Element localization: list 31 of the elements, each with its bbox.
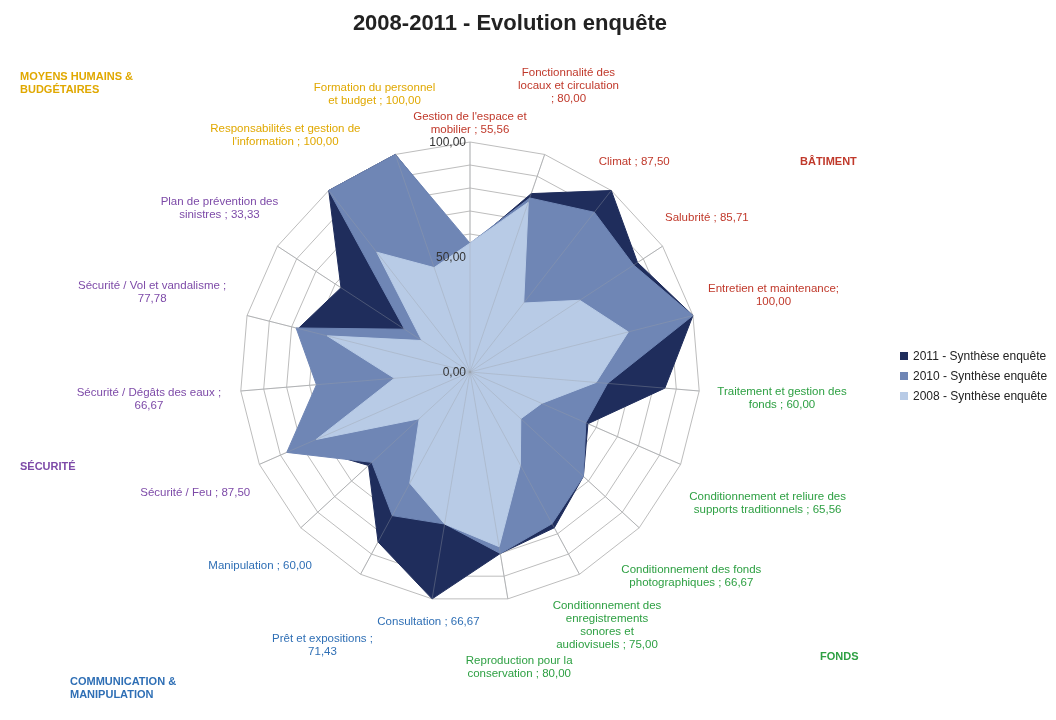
spoke-label: Reproduction pour la conservation ; 80,00 <box>465 653 574 679</box>
spoke-label: Sécurité / Dégâts des eaux ; 66,67 <box>76 385 222 411</box>
y-tick-label: 50,00 <box>435 250 467 264</box>
spoke-label: Sécurité / Vol et vandalisme ; 77,78 <box>77 278 227 304</box>
spoke-label: Entretien et maintenance; 100,00 <box>708 282 840 308</box>
text: MOYENS HUMAINS & BUDGÉTAIRES <box>20 70 134 95</box>
spoke-label: Sécurité / Feu ; 87,50 <box>140 486 251 499</box>
text: FONDS <box>820 650 859 662</box>
spoke-label: Salubrité ; 85,71 <box>665 210 749 223</box>
spoke-label: Responsabilités et gestion de l'information ; 100,00 <box>210 121 361 147</box>
spoke-label: Consultation ; 66,67 <box>377 614 480 627</box>
y-tick-label: 0,00 <box>442 365 467 379</box>
spoke-label: Prêt et expositions ; 71,43 <box>272 631 373 657</box>
spoke-label: Conditionnement et reliure des supports traditionnels ; 65,56 <box>689 489 847 515</box>
legend-label: 2011 - Synthèse enquête <box>913 349 1047 363</box>
spoke-label: Manipulation ; 60,00 <box>208 558 312 571</box>
text: BÂTIMENT <box>800 155 858 167</box>
text: COMMUNICATION & MANIPULATION <box>70 675 177 700</box>
legend-label: 2008 - Synthèse enquête <box>913 389 1048 403</box>
text: SÉCURITÉ <box>20 460 76 472</box>
spoke-label: Fonctionnalité des locaux et circulation ; 80,00 <box>517 65 619 104</box>
spoke-label: Formation du personnel et budget ; 100,00 <box>313 80 436 106</box>
spoke-label: Conditionnement des fonds photographiques ; 66,67 <box>621 562 762 588</box>
legend-label: 2010 - Synthèse enquête <box>913 369 1048 383</box>
spoke-label: Climat ; 87,50 <box>598 154 670 167</box>
spoke-label: Traitement et gestion des fonds ; 60,00 <box>717 384 847 410</box>
y-tick-label: 100,00 <box>429 135 467 149</box>
spoke-label: Conditionnement des enregistrements sonores et audiovisuels ; 75,00 <box>552 599 662 651</box>
spoke-label: Gestion de l'espace et mobilier ; 55,56 <box>413 110 528 135</box>
spoke-label: Plan de prévention des sinistres ; 33,33 <box>160 195 279 221</box>
chart-title: 2008-2011 - Evolution enquête <box>352 10 668 35</box>
